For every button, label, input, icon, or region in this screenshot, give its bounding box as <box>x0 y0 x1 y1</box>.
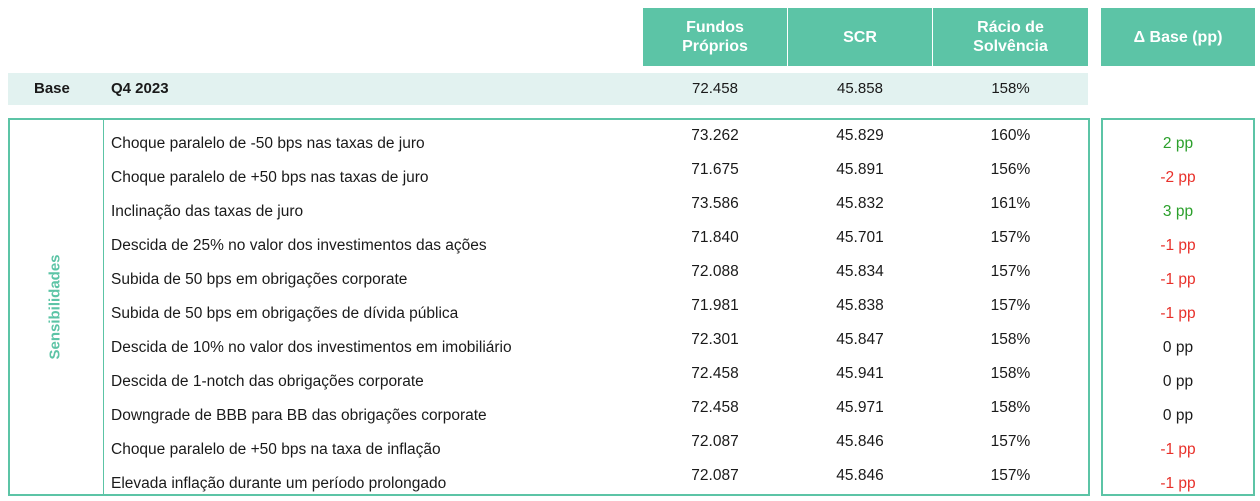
row-delta: -1 pp <box>1160 271 1196 288</box>
base-fundos-proprios: 72.458 <box>692 80 738 97</box>
row-scr: 45.847 <box>836 331 884 348</box>
row-delta: 0 pp <box>1162 407 1194 424</box>
row-delta: -1 pp <box>1160 237 1196 254</box>
row-scr: 45.829 <box>836 127 884 144</box>
row-racio: 161% <box>990 195 1031 212</box>
header-fundos-proprios-label: Fundos Próprios <box>682 19 748 55</box>
row-scr: 45.891 <box>836 161 884 178</box>
row-racio: 157% <box>990 433 1031 450</box>
table-row: Choque paralelo de -50 bps nas taxas de … <box>0 124 1260 158</box>
row-racio: 157% <box>990 263 1031 280</box>
row-scr: 45.846 <box>836 467 884 484</box>
row-scr: 45.941 <box>836 365 884 382</box>
row-scr: 45.832 <box>836 195 884 212</box>
row-label: Choque paralelo de +50 bps nas taxas de … <box>111 169 429 186</box>
row-delta: -1 pp <box>1160 305 1196 322</box>
row-label: Elevada inflação durante um período prol… <box>111 475 447 492</box>
row-fundos-proprios: 72.087 <box>691 467 739 484</box>
table-row: Inclinação das taxas de juro 73.586 45.832… <box>0 192 1260 226</box>
row-fundos-proprios: 72.301 <box>691 331 739 348</box>
table-row: Subida de 50 bps em obrigações de dívida… <box>0 294 1260 328</box>
header-fundos-proprios: Fundos Próprios <box>643 8 787 66</box>
table-row: Descida de 25% no valor dos investimento… <box>0 226 1260 260</box>
base-racio: 158% <box>991 80 1030 97</box>
row-label: Descida de 1-notch das obrigações corpor… <box>111 373 424 390</box>
row-delta: 2 pp <box>1162 135 1194 152</box>
row-label: Choque paralelo de +50 bps na taxa de in… <box>111 441 441 458</box>
row-fundos-proprios: 73.586 <box>691 195 739 212</box>
row-scr: 45.838 <box>836 297 884 314</box>
row-delta: -1 pp <box>1160 475 1196 492</box>
header-delta-base: Δ Base (pp) <box>1101 8 1255 66</box>
row-delta: 0 pp <box>1162 373 1194 390</box>
row-scr: 45.701 <box>836 229 884 246</box>
row-label: Downgrade de BBB para BB das obrigações … <box>111 407 487 424</box>
row-fundos-proprios: 73.262 <box>691 127 739 144</box>
row-label: Descida de 10% no valor dos investimento… <box>111 339 512 356</box>
row-delta: -1 pp <box>1160 441 1196 458</box>
header-racio-solvencia: Rácio de Solvência <box>933 8 1088 66</box>
table-row: Downgrade de BBB para BB das obrigações … <box>0 396 1260 430</box>
row-label: Choque paralelo de -50 bps nas taxas de … <box>111 135 425 152</box>
header-delta-base-label: Δ Base (pp) <box>1133 28 1223 46</box>
row-fundos-proprios: 72.458 <box>691 365 739 382</box>
row-racio: 158% <box>990 365 1031 382</box>
row-label: Descida de 25% no valor dos investimento… <box>111 237 487 254</box>
table-row: Elevada inflação durante um período prol… <box>0 464 1260 498</box>
base-label: Base <box>34 80 70 97</box>
row-fundos-proprios: 71.840 <box>691 229 739 246</box>
row-label: Inclinação das taxas de juro <box>111 203 304 220</box>
header-racio-solvencia-label: Rácio de Solvência <box>973 19 1048 55</box>
row-fundos-proprios: 72.087 <box>691 433 739 450</box>
base-period: Q4 2023 <box>111 80 169 97</box>
table-row: Descida de 10% no valor dos investimento… <box>0 328 1260 362</box>
table-row: Subida de 50 bps em obrigações corporate… <box>0 260 1260 294</box>
row-racio: 157% <box>990 229 1031 246</box>
row-fundos-proprios: 72.088 <box>691 263 739 280</box>
row-fundos-proprios: 72.458 <box>691 399 739 416</box>
header-scr: SCR <box>788 8 932 66</box>
delta-frame <box>1101 118 1255 496</box>
row-delta: 3 pp <box>1162 203 1194 220</box>
sensitivities-divider <box>103 120 104 494</box>
row-racio: 157% <box>990 467 1031 484</box>
row-delta: -2 pp <box>1160 169 1196 186</box>
row-fundos-proprios: 71.675 <box>691 161 739 178</box>
table-row: Descida de 1-notch das obrigações corpor… <box>0 362 1260 396</box>
row-scr: 45.846 <box>836 433 884 450</box>
header-scr-label: SCR <box>843 28 877 46</box>
row-scr: 45.971 <box>836 399 884 416</box>
row-racio: 157% <box>990 297 1031 314</box>
table-row: Choque paralelo de +50 bps na taxa de in… <box>0 430 1260 464</box>
row-racio: 158% <box>990 399 1031 416</box>
row-racio: 156% <box>990 161 1031 178</box>
row-scr: 45.834 <box>836 263 884 280</box>
sensitivities-frame <box>8 118 1090 496</box>
table-row: Choque paralelo de +50 bps nas taxas de … <box>0 158 1260 192</box>
row-label: Subida de 50 bps em obrigações de dívida… <box>111 305 459 322</box>
base-scr: 45.858 <box>837 80 883 97</box>
row-racio: 160% <box>990 127 1031 144</box>
row-label: Subida de 50 bps em obrigações corporate <box>111 271 408 288</box>
row-delta: 0 pp <box>1162 339 1194 356</box>
row-fundos-proprios: 71.981 <box>691 297 739 314</box>
row-racio: 158% <box>990 331 1031 348</box>
base-row <box>8 73 1088 105</box>
